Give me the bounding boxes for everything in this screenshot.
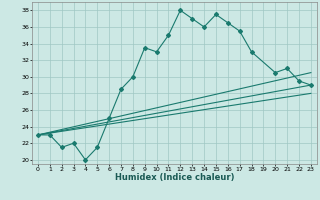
X-axis label: Humidex (Indice chaleur): Humidex (Indice chaleur) (115, 173, 234, 182)
